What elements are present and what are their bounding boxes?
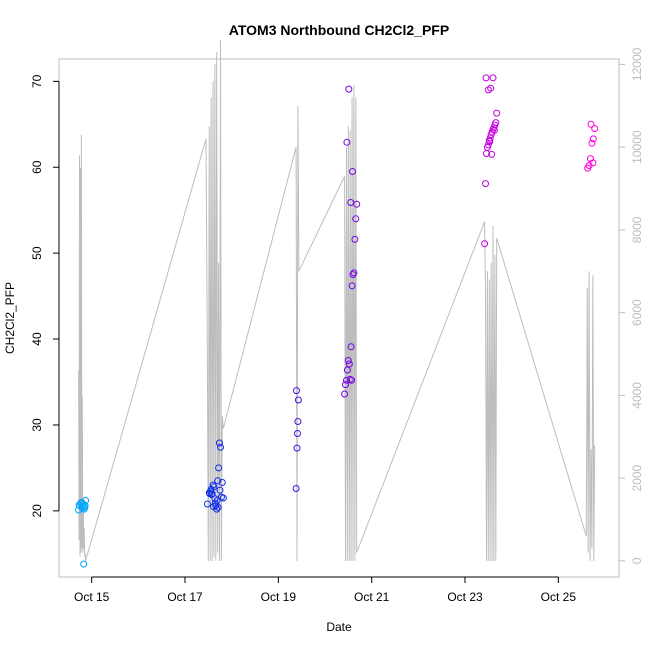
data-point bbox=[80, 505, 88, 513]
x-tick-label: Oct 21 bbox=[354, 590, 390, 604]
y-tick-label: 60 bbox=[30, 160, 44, 174]
data-point bbox=[294, 396, 302, 404]
data-point bbox=[349, 168, 356, 175]
data-point bbox=[481, 240, 489, 248]
data-point bbox=[342, 381, 349, 389]
data-point bbox=[588, 139, 596, 147]
data-point bbox=[213, 497, 221, 504]
chart-title: ATOM3 Northbound CH2Cl2_PFP bbox=[229, 22, 449, 38]
y2-tick-label: 4000 bbox=[630, 382, 644, 409]
data-point bbox=[219, 494, 227, 502]
data-point bbox=[347, 343, 355, 351]
data-point bbox=[343, 376, 350, 384]
data-point bbox=[591, 125, 599, 133]
y-tick-label: 40 bbox=[30, 332, 44, 346]
data-point bbox=[589, 159, 597, 167]
y-tick-label: 50 bbox=[30, 246, 44, 260]
data-point bbox=[589, 135, 597, 143]
data-point bbox=[352, 215, 360, 223]
data-point bbox=[345, 85, 353, 93]
data-point bbox=[216, 439, 223, 447]
data-point bbox=[493, 109, 501, 117]
data-point bbox=[587, 120, 595, 128]
data-point bbox=[206, 490, 214, 498]
data-point bbox=[341, 390, 349, 398]
x-axis: Oct 15 Oct 17 Oct 19 Oct 21 Oct 23 Oct 25 bbox=[74, 576, 577, 604]
data-point bbox=[210, 503, 217, 511]
data-point bbox=[214, 477, 222, 485]
y-axis-label: CH2Cl2_PFP bbox=[3, 282, 17, 354]
y2-tick-label: 6000 bbox=[630, 299, 644, 326]
data-point bbox=[294, 430, 301, 437]
y2-tick-label: 2000 bbox=[630, 464, 644, 491]
data-point bbox=[293, 444, 301, 452]
data-point bbox=[347, 199, 355, 206]
y-tick-label: 20 bbox=[30, 504, 44, 518]
y2-tick-label: 12000 bbox=[630, 47, 644, 81]
scatter-points bbox=[75, 74, 599, 568]
data-point bbox=[348, 376, 356, 384]
sensor-trace bbox=[78, 39, 596, 562]
data-point bbox=[346, 375, 354, 383]
data-point bbox=[208, 490, 216, 498]
data-point bbox=[218, 479, 226, 486]
data-point bbox=[293, 387, 300, 395]
data-point bbox=[207, 485, 215, 493]
y2-tick-label: 10000 bbox=[630, 130, 644, 164]
data-point bbox=[80, 560, 88, 568]
data-point bbox=[214, 503, 222, 511]
y-tick-label: 30 bbox=[30, 418, 44, 432]
data-point bbox=[486, 138, 494, 145]
data-point bbox=[81, 502, 89, 510]
data-point bbox=[488, 150, 496, 158]
data-point bbox=[484, 141, 492, 149]
x-tick-label: Oct 17 bbox=[167, 590, 203, 604]
y2-tick-label: 0 bbox=[630, 557, 644, 564]
data-point bbox=[217, 443, 224, 451]
data-point bbox=[492, 119, 500, 127]
y-axis-right: 0 2000 4000 6000 8000 10000 12000 bbox=[618, 47, 644, 564]
data-point bbox=[350, 269, 358, 277]
data-point bbox=[292, 485, 300, 492]
y-axis-left: 20 30 40 50 60 70 bbox=[30, 74, 60, 518]
data-point bbox=[215, 464, 223, 472]
data-point bbox=[348, 282, 356, 290]
data-point bbox=[203, 500, 211, 508]
y2-tick-label: 8000 bbox=[630, 216, 644, 243]
data-point bbox=[486, 134, 494, 142]
plot-frame bbox=[58, 58, 620, 578]
x-axis-label: Date bbox=[326, 620, 352, 634]
data-point bbox=[482, 74, 490, 82]
data-point bbox=[489, 74, 497, 82]
data-point bbox=[216, 486, 224, 494]
trace-line bbox=[78, 39, 596, 562]
x-tick-label: Oct 25 bbox=[541, 590, 577, 604]
data-point bbox=[343, 366, 351, 374]
x-tick-label: Oct 19 bbox=[261, 590, 297, 604]
data-point bbox=[490, 126, 498, 134]
data-point bbox=[482, 180, 489, 188]
data-point bbox=[344, 357, 352, 364]
x-tick-label: Oct 23 bbox=[447, 590, 483, 604]
x-tick-label: Oct 15 bbox=[74, 590, 110, 604]
data-point bbox=[343, 138, 351, 146]
data-point bbox=[351, 235, 359, 243]
data-point bbox=[487, 84, 495, 92]
data-point bbox=[345, 360, 353, 368]
y-tick-label: 70 bbox=[30, 74, 44, 88]
data-point bbox=[294, 418, 302, 425]
